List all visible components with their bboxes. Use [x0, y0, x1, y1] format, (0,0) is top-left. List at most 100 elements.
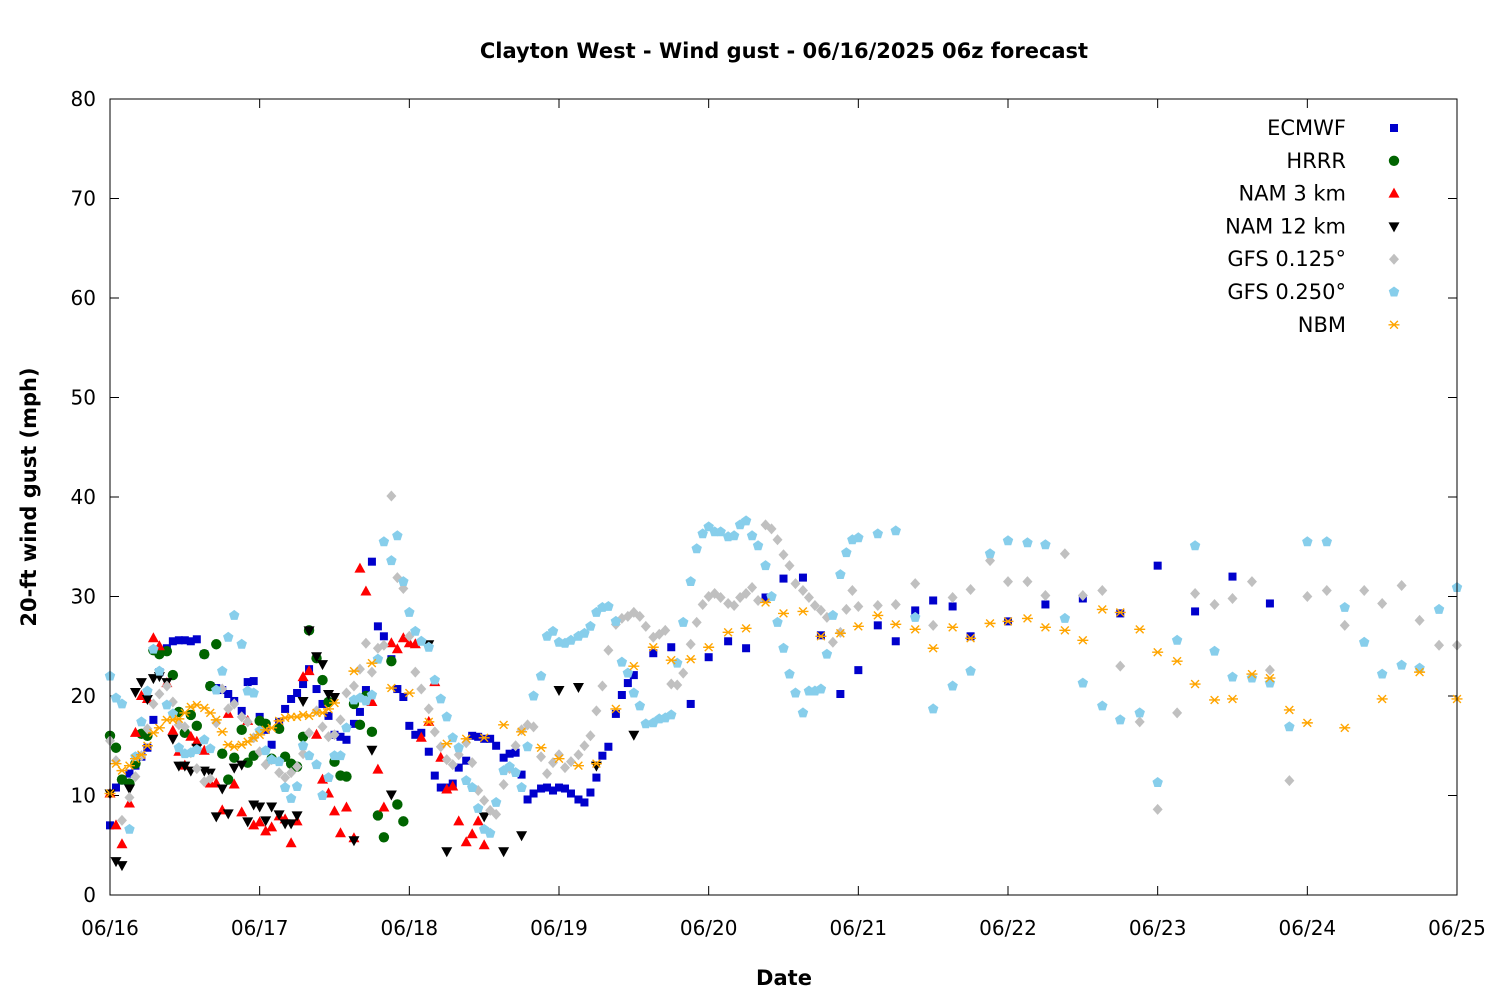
data-point	[984, 548, 996, 559]
data-point	[1021, 614, 1033, 623]
data-point	[597, 680, 608, 692]
data-point	[547, 625, 559, 636]
y-tick-label: 50	[71, 386, 96, 410]
x-tick-label: 06/22	[979, 916, 1037, 940]
data-point	[872, 528, 884, 539]
data-point	[686, 699, 695, 708]
data-point	[286, 767, 297, 779]
data-point	[984, 618, 996, 628]
data-point	[685, 576, 696, 587]
data-point	[1376, 668, 1388, 679]
data-point	[297, 740, 309, 751]
data-point	[715, 526, 726, 537]
data-point	[266, 754, 277, 765]
data-point	[1209, 645, 1220, 656]
data-point	[179, 727, 191, 739]
data-point	[223, 774, 234, 785]
data-point	[965, 584, 976, 596]
data-point	[672, 679, 683, 691]
data-point	[528, 721, 539, 733]
data-point	[311, 728, 323, 739]
data-point	[1246, 669, 1258, 679]
data-point	[154, 688, 165, 700]
data-point	[399, 692, 408, 701]
data-point	[228, 763, 240, 774]
data-point	[116, 861, 128, 872]
data-point	[1041, 600, 1050, 609]
data-point	[429, 674, 441, 685]
data-point	[1096, 605, 1108, 614]
data-point	[130, 771, 141, 783]
legend-label: GFS 0.125°	[1227, 247, 1346, 271]
legend-label: NBM	[1298, 313, 1346, 337]
data-point	[872, 611, 884, 620]
data-point	[565, 756, 576, 768]
data-point	[355, 707, 364, 716]
data-point	[1040, 590, 1051, 602]
data-point	[1265, 599, 1274, 608]
plot-frame	[109, 98, 1458, 896]
data-point	[287, 694, 296, 703]
legend-marker	[1389, 253, 1399, 265]
data-point	[928, 619, 939, 631]
data-point	[461, 737, 472, 749]
data-point	[797, 607, 809, 616]
data-point	[616, 656, 628, 667]
data-point	[1171, 634, 1183, 645]
data-point	[1433, 603, 1445, 614]
data-point	[890, 619, 902, 629]
data-point	[224, 690, 233, 699]
data-point	[317, 708, 329, 718]
data-point	[141, 741, 153, 751]
data-point	[378, 832, 390, 843]
data-point	[890, 598, 901, 610]
data-point	[666, 678, 677, 690]
data-point	[293, 689, 302, 698]
data-point	[373, 622, 382, 631]
data-point	[553, 754, 565, 764]
data-point	[715, 591, 726, 603]
data-point	[348, 836, 360, 847]
data-point	[591, 705, 602, 717]
data-point	[504, 761, 515, 772]
legend-label: NAM 3 km	[1238, 182, 1346, 206]
data-point	[367, 557, 376, 566]
data-point	[167, 669, 179, 681]
data-point	[366, 745, 378, 756]
data-point	[460, 734, 472, 744]
data-point	[291, 811, 303, 822]
data-point	[761, 593, 770, 602]
data-point	[649, 649, 658, 658]
data-point	[447, 780, 459, 791]
data-point	[147, 632, 159, 643]
data-point	[398, 576, 409, 587]
data-point	[704, 653, 713, 662]
data-point	[273, 810, 285, 821]
data-point	[216, 727, 228, 737]
data-point	[1172, 707, 1183, 719]
data-point	[528, 690, 539, 701]
data-point	[537, 784, 546, 793]
data-point	[311, 652, 323, 663]
data-point	[1284, 775, 1295, 787]
data-point	[724, 637, 733, 646]
data-point	[872, 599, 883, 611]
legend-marker	[1388, 222, 1400, 233]
data-point	[766, 523, 777, 535]
chart-title: Clayton West - Wind gust - 06/16/2025 06…	[480, 39, 1088, 63]
data-point	[142, 723, 153, 735]
data-point	[386, 655, 397, 667]
series-nbm	[104, 598, 1463, 798]
x-tick-label: 06/16	[81, 916, 139, 940]
data-point	[303, 626, 315, 637]
data-point	[366, 666, 377, 678]
data-point	[760, 598, 772, 607]
data-point	[1022, 576, 1033, 588]
y-tick-label: 20	[71, 684, 96, 708]
data-point	[1339, 723, 1351, 733]
data-point	[790, 578, 801, 590]
data-point	[148, 698, 159, 710]
data-point	[242, 716, 253, 728]
data-point	[835, 569, 846, 580]
data-point	[453, 815, 465, 826]
